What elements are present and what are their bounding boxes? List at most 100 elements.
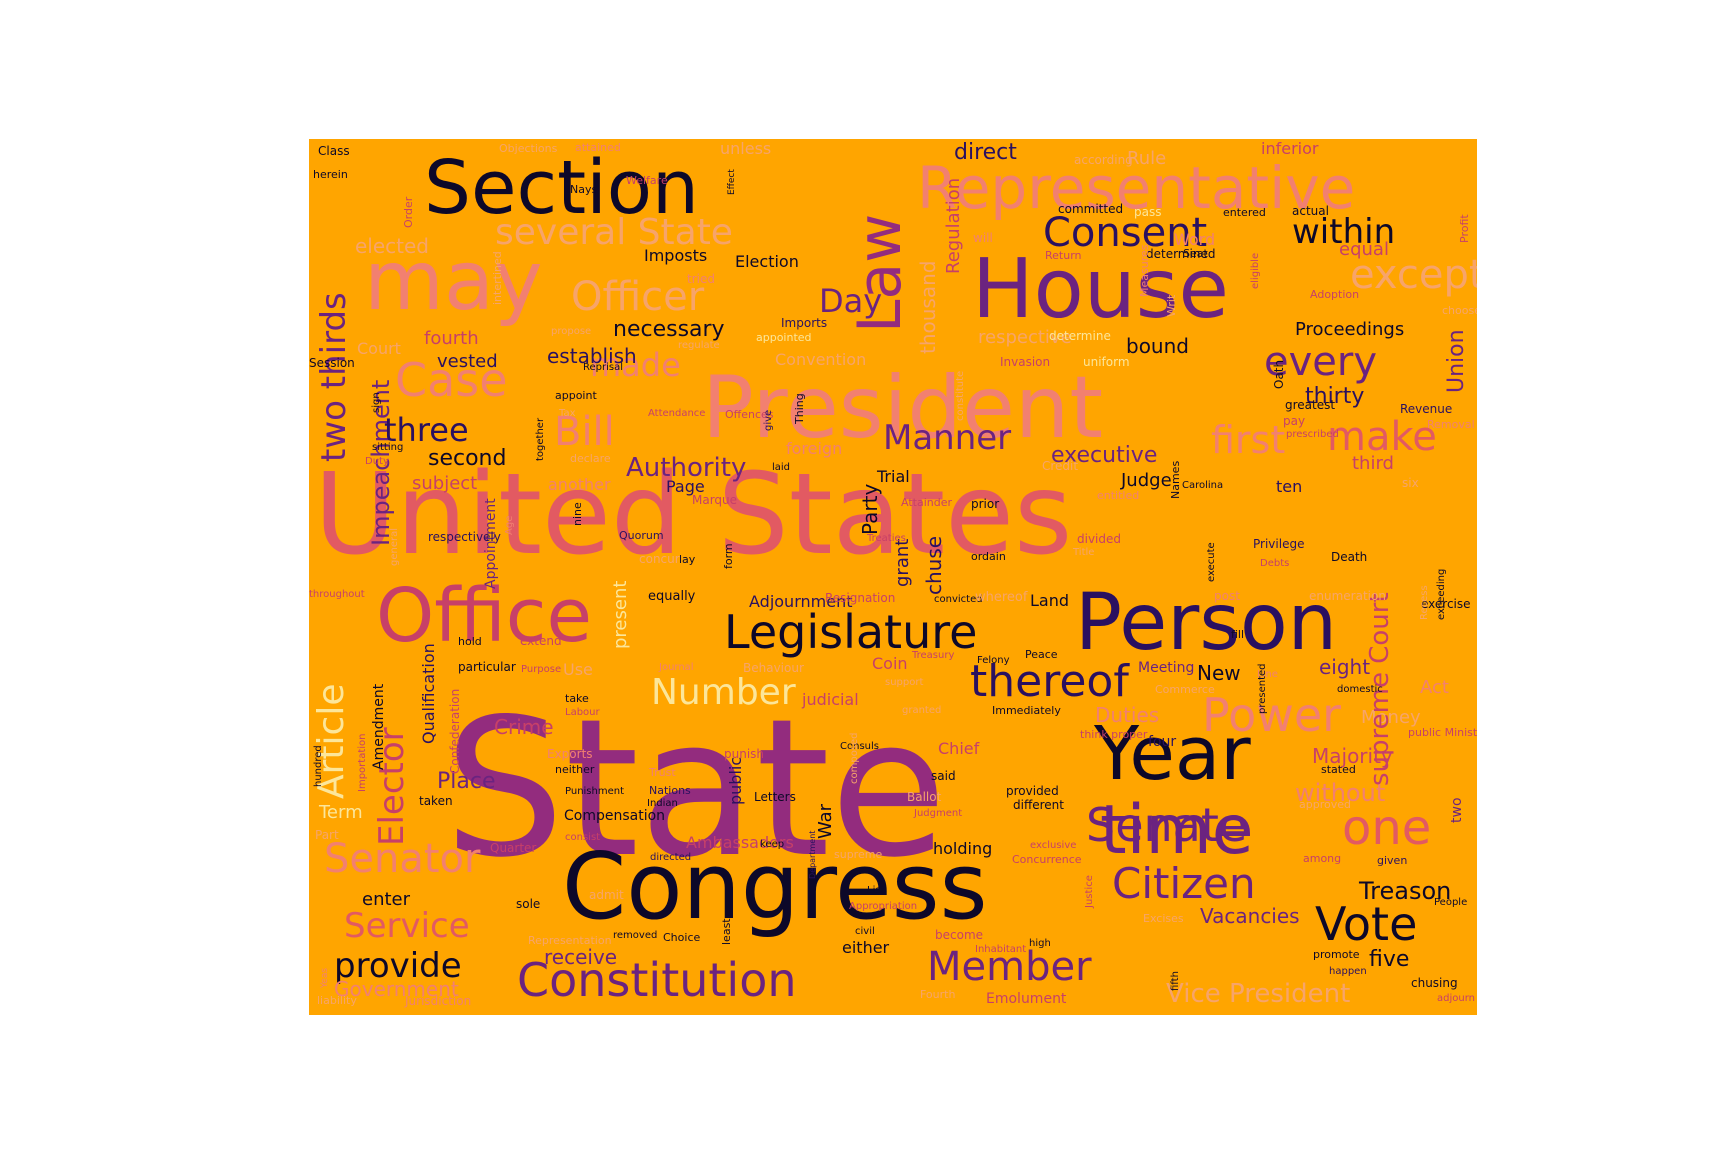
word-compensation: Compensation (564, 808, 666, 824)
word-rule: Rule (1127, 148, 1167, 169)
word-vice-president: Vice President (1166, 979, 1351, 1009)
word-member: Member (927, 944, 1092, 990)
word-marque: Marque (692, 493, 738, 507)
word-adjournment: Adjournment (749, 592, 853, 611)
word-two-thirds: two thirds (314, 292, 354, 462)
word-imposts: Imposts (644, 246, 708, 265)
word-age: Age (504, 515, 515, 535)
word-year: Year (1094, 711, 1251, 797)
word-president: President (702, 358, 1104, 458)
word-legislature: Legislature (724, 605, 978, 659)
word-keep: keep (760, 839, 785, 850)
word-department: Department (808, 830, 817, 879)
word-enumeration: enumeration (1309, 589, 1386, 603)
word-thereof: thereof (970, 656, 1129, 707)
word-give: give (763, 409, 774, 431)
word-vested: vested (437, 351, 498, 372)
word-taken: taken (419, 794, 453, 808)
word-power: Power (1202, 688, 1342, 742)
word-regulate: regulate (678, 340, 720, 351)
word-will: will (973, 231, 993, 245)
word-removed: removed (613, 930, 658, 941)
word-house: House (972, 242, 1229, 337)
word-excises: Excises (1143, 912, 1184, 925)
word-determine: determine (1049, 329, 1111, 343)
word-given: given (1377, 854, 1408, 867)
word-exclusive: exclusive (1030, 840, 1077, 851)
word-attainder: Attainder (901, 496, 952, 509)
word-money: Money (1361, 707, 1421, 728)
word-constitution: Constitution (517, 953, 797, 1007)
word-profit: Profit (1458, 214, 1471, 243)
word-duties: Duties (1095, 703, 1160, 727)
word-domestic: domestic (1337, 684, 1383, 695)
word-form: form (722, 543, 735, 569)
word-quarter: Quarter (490, 841, 537, 855)
word-said: said (931, 769, 956, 783)
word-eight: eight (1319, 655, 1371, 679)
word-without: without (1295, 779, 1386, 807)
word-union: Union (1444, 329, 1469, 393)
word-title: Title (1073, 547, 1095, 558)
word-order: Order (402, 196, 415, 228)
word-within: within (1292, 212, 1396, 252)
word-whereof: whereof (975, 590, 1028, 605)
word-liability: liability (317, 994, 357, 1007)
word-people: People (1434, 897, 1468, 908)
word-another: another (548, 475, 611, 494)
word-vote: Vote (1315, 897, 1418, 951)
word-entitled: entitled (1097, 489, 1140, 502)
word-actual: actual (1292, 204, 1329, 218)
word-oath: Oath (1272, 359, 1286, 389)
word-unless: unless (720, 139, 772, 158)
word-thousand: thousand (916, 260, 940, 354)
word-peace: Peace (1025, 648, 1058, 661)
word-manner: Manner (883, 418, 1012, 458)
word-determined: determined (1146, 247, 1216, 261)
word-trust: Trust (649, 766, 676, 779)
word-together: together (535, 417, 546, 461)
word-case: Case (395, 353, 508, 407)
word-ten: ten (1276, 477, 1303, 496)
word-proceedings: Proceedings (1295, 319, 1405, 340)
word-third: third (1352, 453, 1394, 474)
word-concur: concur (639, 552, 680, 566)
word-foreign: foreign (786, 439, 843, 458)
word-class: Class (318, 144, 350, 158)
word-death: Death (1331, 550, 1368, 564)
word-welfare: Welfare (626, 174, 668, 187)
word-fill: fill (1231, 628, 1245, 641)
word-convicted: convicted (934, 594, 983, 605)
word-tried: tried (687, 272, 715, 286)
word-adjourn: adjourn (1437, 993, 1475, 1004)
word-every: every (1264, 339, 1378, 385)
word-directed: directed (650, 852, 692, 863)
word-establish: establish (547, 344, 637, 368)
word-judicial: judicial (802, 690, 859, 709)
word-enter: enter (362, 889, 411, 910)
word-herein: herein (313, 168, 348, 181)
word-majority: Majority (1312, 744, 1393, 768)
word-qualification: Qualification (419, 643, 438, 744)
word-meeting: Meeting (1138, 660, 1195, 676)
word-inferior: inferior (1261, 139, 1319, 158)
word-confederation: Confederation (448, 688, 462, 774)
word-inhabitant: Inhabitant (975, 944, 1027, 955)
word-fifth: fifth (1170, 971, 1181, 991)
word-recess: Recess (1419, 585, 1430, 620)
word-writ: Writ (1165, 294, 1178, 317)
word-particular: particular (458, 660, 516, 674)
word-two: two (1449, 797, 1465, 823)
word-subject: subject (412, 473, 478, 494)
word-take: take (565, 692, 589, 705)
word-present: present (610, 580, 631, 649)
word-journal: Journal (659, 662, 694, 673)
word-credit: Credit (1042, 459, 1079, 473)
word-immediately: Immediately (992, 704, 1061, 717)
word-civil: civil (855, 926, 875, 937)
word-approved: approved (1299, 798, 1351, 811)
word-extend: extend (520, 634, 562, 648)
word-nine: nine (571, 502, 584, 526)
word-several-state: several State (495, 212, 733, 253)
